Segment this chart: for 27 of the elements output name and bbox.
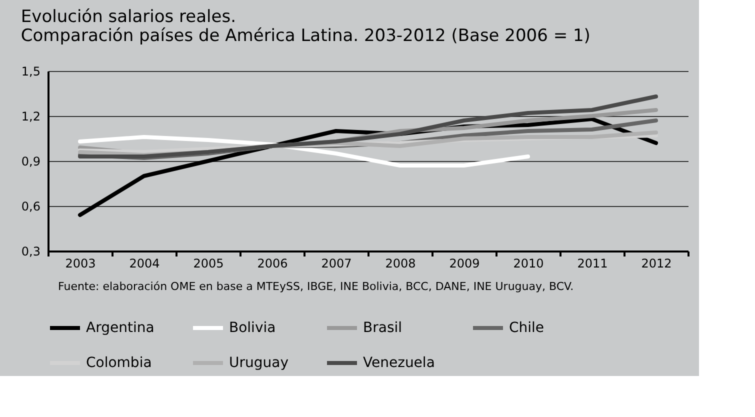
legend-label: Brasil bbox=[363, 320, 402, 336]
legend-label: Colombia bbox=[86, 355, 152, 371]
y-tick-label: 0,6 bbox=[21, 200, 40, 214]
legend-label: Bolivia bbox=[229, 320, 276, 336]
x-tick-label: 2003 bbox=[65, 256, 96, 270]
source-note: Fuente: elaboración OME en base a MTEySS, IBGE, INE Bolivia, BCC, DANE, INE Uruguay, BCV. bbox=[58, 280, 574, 293]
x-tick-label: 2006 bbox=[257, 256, 288, 270]
x-tick-label: 2012 bbox=[641, 256, 672, 270]
legend-label: Chile bbox=[509, 320, 544, 336]
x-tick-label: 2011 bbox=[577, 256, 608, 270]
x-tick-label: 2005 bbox=[193, 256, 224, 270]
x-tick-label: 2008 bbox=[385, 256, 416, 270]
y-tick-label: 0,3 bbox=[21, 244, 40, 258]
x-tick-label: 2004 bbox=[129, 256, 160, 270]
x-tick-label: 2009 bbox=[449, 256, 480, 270]
x-tick-label: 2007 bbox=[321, 256, 352, 270]
x-tick-label: 2010 bbox=[513, 256, 544, 270]
y-tick-label: 1,5 bbox=[21, 64, 40, 78]
line-series bbox=[78, 94, 658, 158]
y-tick-label: 0,9 bbox=[21, 154, 40, 168]
legend-label: Argentina bbox=[86, 320, 154, 336]
legend-label: Uruguay bbox=[229, 355, 288, 371]
text: Comparación países de América Latina. 203-2012 (Base 2006 = 1) bbox=[20, 26, 590, 46]
legend-label: Venezuela bbox=[363, 355, 435, 371]
line-series bbox=[78, 135, 530, 168]
y-tick-label: 1,2 bbox=[21, 110, 40, 124]
text: Evolución salarios reales. bbox=[20, 7, 236, 27]
